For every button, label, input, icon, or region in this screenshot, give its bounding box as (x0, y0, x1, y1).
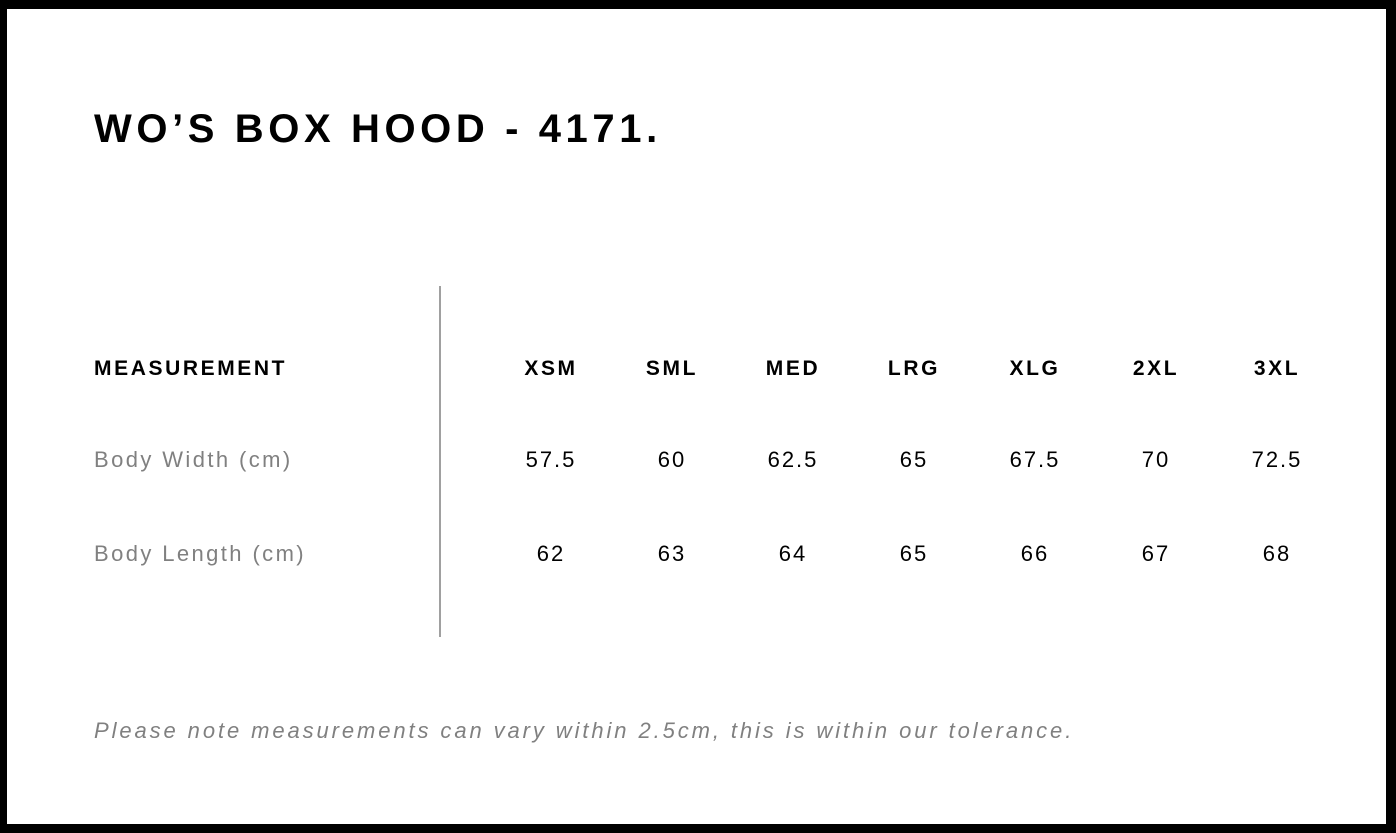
table-cell: 67.5 (1009, 447, 1061, 472)
size-header-xsm: XSM (524, 357, 578, 380)
table-cell: 63 (657, 541, 687, 566)
page-title: WO’S BOX HOOD - 4171. (94, 107, 662, 151)
size-header-lrg: LRG (887, 357, 941, 380)
table-cell: 57.5 (525, 447, 577, 472)
size-header-xlg: XLG (1009, 357, 1061, 380)
table-cell: 67 (1141, 541, 1171, 566)
table-cell: 60 (657, 447, 687, 472)
row-label-body-width: Body Width (cm) (94, 447, 293, 472)
table-cell: 64 (778, 541, 808, 566)
column-divider (439, 286, 441, 637)
table-cell: 72.5 (1251, 447, 1303, 472)
table-cell: 68 (1262, 541, 1292, 566)
table-cell: 62.5 (767, 447, 819, 472)
table-cell: 65 (899, 447, 929, 472)
size-header-2xl: 2XL (1132, 357, 1180, 380)
tolerance-note: Please note measurements can vary within… (94, 718, 1075, 743)
measurement-header: MEASUREMENT (94, 357, 288, 380)
size-header-3xl: 3XL (1253, 357, 1301, 380)
row-label-body-length: Body Length (cm) (94, 541, 307, 566)
table-cell: 65 (899, 541, 929, 566)
table-cell: 70 (1141, 447, 1171, 472)
size-header-med: MED (765, 357, 821, 380)
table-cell: 66 (1020, 541, 1050, 566)
size-header-sml: SML (645, 357, 699, 380)
size-chart-card: WO’S BOX HOOD - 4171. MEASUREMENT XSM SML… (7, 9, 1386, 824)
table-cell: 62 (536, 541, 566, 566)
